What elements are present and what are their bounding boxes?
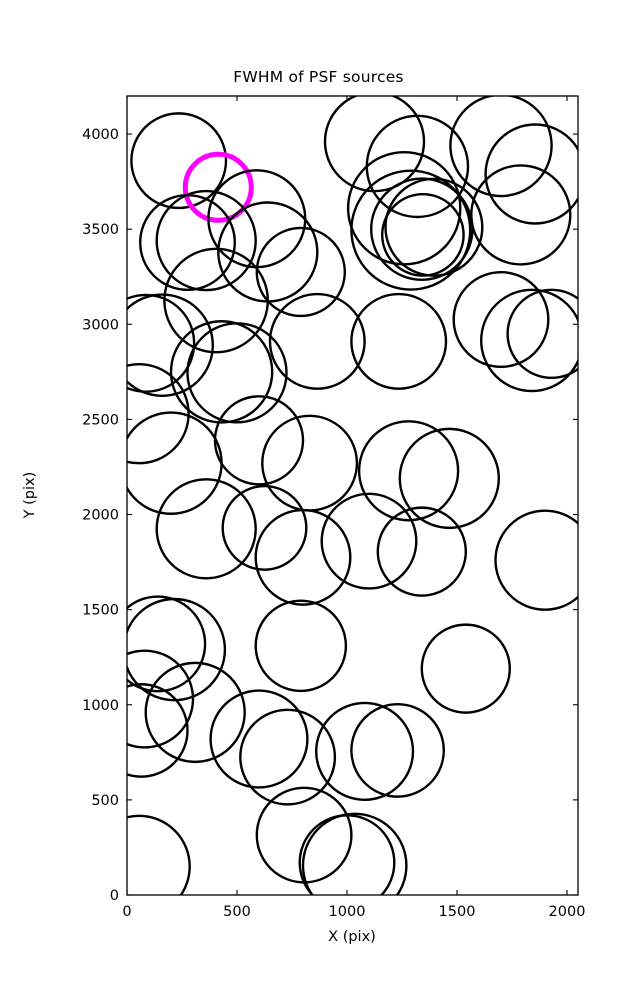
psf-source-circle[interactable]: [112, 293, 214, 397]
psf-source-circle[interactable]: [268, 292, 366, 390]
psf-source-circle[interactable]: [169, 320, 274, 424]
y-tick-label: 0: [110, 888, 119, 904]
y-tick-label: 2500: [82, 412, 119, 428]
psf-source-circle[interactable]: [255, 226, 346, 318]
psf-source-circle[interactable]: [254, 599, 348, 693]
psf-source-circle[interactable]: [357, 420, 460, 522]
psf-source-circle[interactable]: [380, 192, 465, 277]
psf-source-circle[interactable]: [506, 288, 596, 379]
psf-source-circle[interactable]: [111, 595, 207, 693]
psf-source-circle[interactable]: [315, 701, 415, 801]
psf-source-circle[interactable]: [186, 322, 288, 424]
psf-source-circle[interactable]: [254, 508, 352, 606]
psf-source-circle[interactable]: [420, 623, 511, 714]
psf-source-circle[interactable]: [452, 271, 550, 369]
x-tick-label: 500: [223, 904, 251, 920]
x-tick-label: 1000: [329, 904, 366, 920]
psf-source-circle[interactable]: [350, 703, 445, 798]
x-axis-label: X (pix): [328, 929, 376, 945]
psf-source-circle[interactable]: [384, 177, 484, 277]
psf-source-circle[interactable]: [163, 247, 270, 354]
psf-source-circle[interactable]: [376, 506, 467, 597]
psf-source-circle[interactable]: [350, 292, 448, 390]
y-tick-label: 2000: [82, 508, 119, 524]
y-tick-label: 3000: [82, 317, 119, 333]
psf-source-circle[interactable]: [89, 814, 191, 917]
y-tick-label: 1000: [82, 698, 119, 714]
x-tick-label: 0: [122, 904, 131, 920]
psf-source-circle[interactable]: [213, 395, 305, 486]
data-markers-layer[interactable]: [89, 92, 596, 917]
psf-source-circle[interactable]: [480, 288, 582, 393]
y-axis-label: Y (pix): [22, 472, 38, 520]
x-axis-ticks: 0 500 1000 1500 2000: [122, 96, 585, 920]
psf-source-circle[interactable]: [239, 708, 337, 806]
x-tick-label: 2000: [549, 904, 586, 920]
psf-source-circle[interactable]: [155, 189, 257, 292]
psf-source-circle[interactable]: [130, 112, 228, 210]
psf-source-circle[interactable]: [124, 597, 227, 702]
psf-source-circle[interactable]: [97, 293, 196, 393]
psf-source-circle[interactable]: [221, 484, 308, 571]
psf-source-circle[interactable]: [320, 492, 418, 590]
psf-source-circle[interactable]: [350, 169, 472, 291]
y-tick-label: 500: [91, 793, 119, 809]
psf-source-circle-highlighted[interactable]: [182, 151, 254, 223]
psf-source-circle[interactable]: [90, 363, 190, 465]
psf-source-circle[interactable]: [155, 478, 257, 580]
page-title: FWHM of PSF sources: [233, 68, 404, 86]
psf-source-circle[interactable]: [209, 689, 309, 789]
psf-source-circle[interactable]: [484, 123, 585, 225]
psf-source-circle[interactable]: [95, 683, 189, 778]
psf-source-circle[interactable]: [301, 812, 408, 917]
y-tick-label: 4000: [82, 127, 119, 143]
psf-source-circle[interactable]: [494, 509, 595, 611]
psf-source-circle[interactable]: [398, 427, 500, 530]
psf-source-circle[interactable]: [470, 164, 572, 266]
psf-source-circle[interactable]: [96, 649, 195, 749]
psf-source-circle[interactable]: [144, 661, 246, 764]
axes-frame: [126, 95, 579, 896]
y-axis-ticks: 0 500 1000 1500 2000 2500 3000 3500 4000: [82, 127, 578, 904]
y-tick-label: 3500: [82, 222, 119, 238]
y-tick-label: 1500: [82, 603, 119, 619]
x-tick-label: 1500: [439, 904, 476, 920]
psf-source-circle[interactable]: [449, 95, 553, 198]
